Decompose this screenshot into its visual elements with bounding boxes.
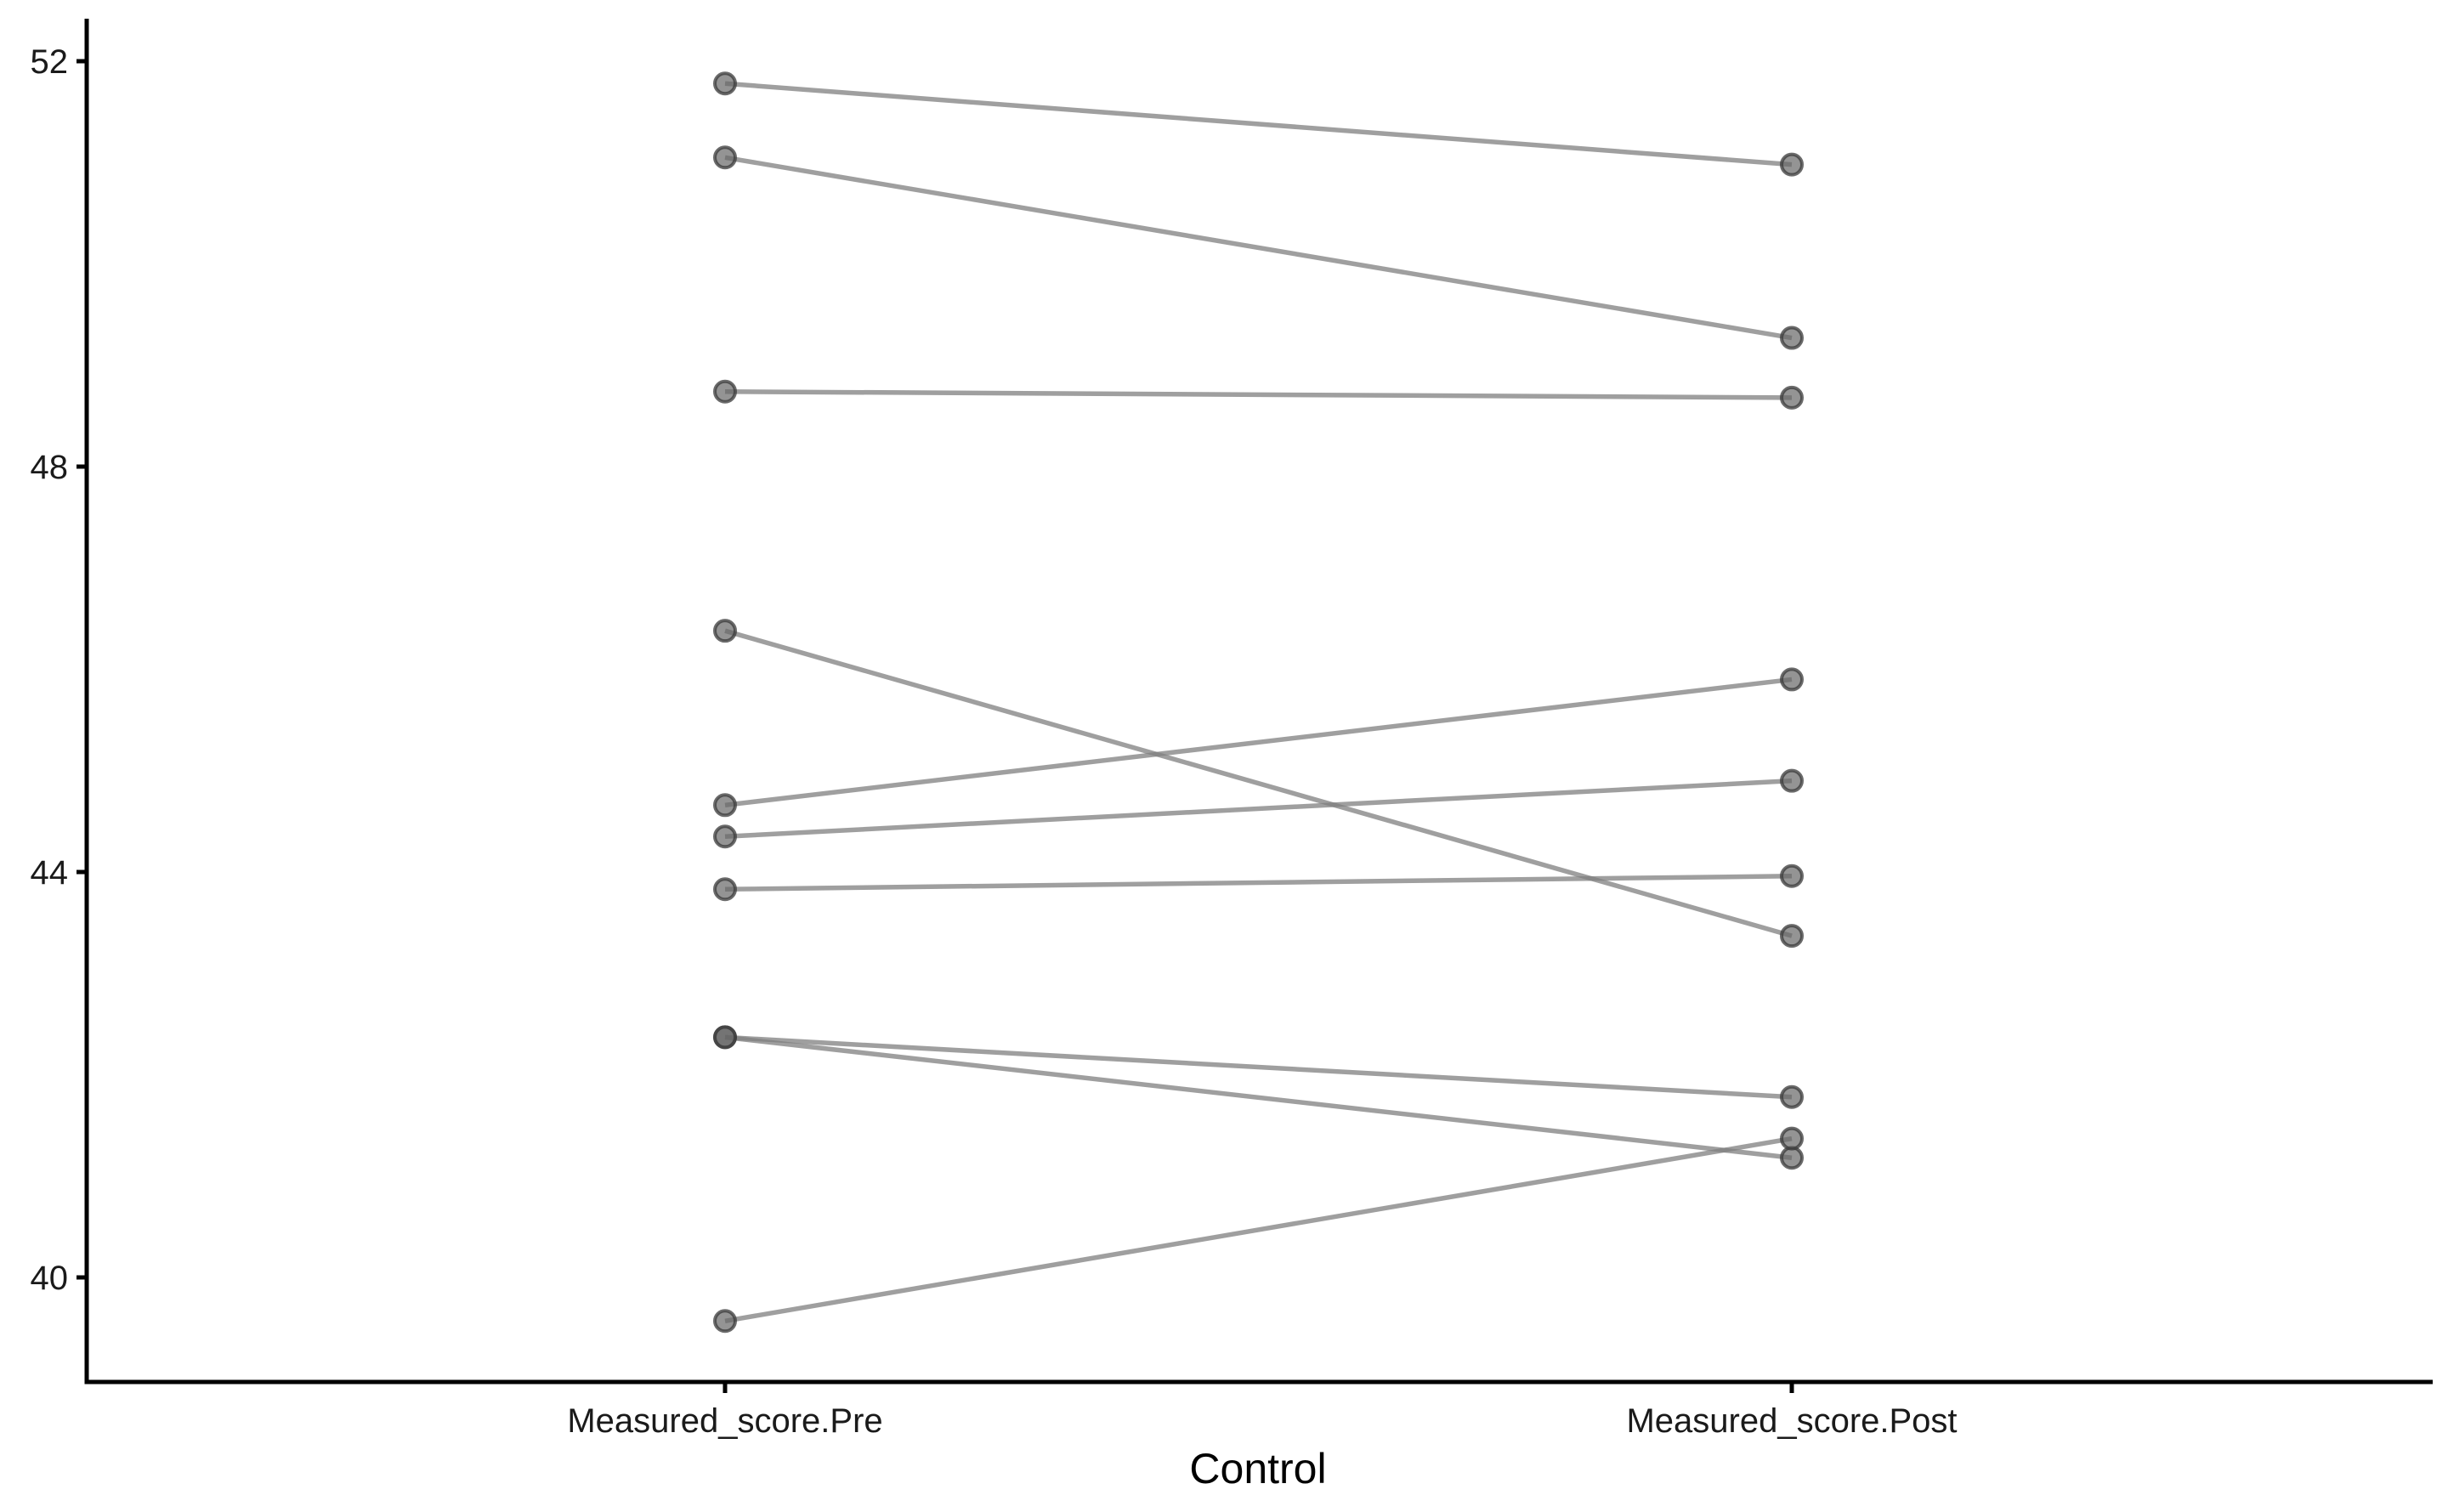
subject-line-10: [724, 1135, 1793, 1323]
data-point-6-pre: [713, 824, 737, 849]
axes: [84, 19, 2433, 1385]
data-points: [713, 71, 1804, 1334]
subject-line-7: [724, 874, 1793, 892]
data-point-1-pre: [713, 71, 737, 96]
subject-line-2: [724, 155, 1793, 341]
subject-line-1: [724, 81, 1793, 167]
data-point-7-post: [1780, 864, 1804, 888]
x-axis-title: Control: [1189, 1445, 1326, 1492]
pair-lines: [724, 81, 1793, 1323]
y-tick-label: 44: [31, 854, 69, 892]
data-point-2-pre: [713, 145, 737, 170]
subject-line-3: [724, 389, 1793, 400]
y-tick-label: 52: [31, 43, 69, 81]
x-tick-label: Measured_score.Post: [1626, 1402, 1957, 1440]
subject-line-5: [724, 677, 1793, 808]
subject-line-6: [724, 778, 1793, 840]
x-axis-ticks: Measured_score.Pre Measured_score.Post: [567, 1382, 1958, 1440]
subject-line-4: [724, 628, 1793, 938]
data-point-4-pre: [713, 619, 737, 643]
data-point-1-post: [1780, 152, 1804, 177]
y-tick-label: 48: [31, 449, 69, 486]
x-tick-label: Measured_score.Pre: [567, 1402, 882, 1440]
data-point-5-post: [1780, 667, 1804, 692]
data-point-9-post: [1780, 1146, 1804, 1170]
data-point-8-post: [1780, 1084, 1804, 1109]
data-point-10-pre: [713, 1309, 737, 1334]
data-point-2-post: [1780, 326, 1804, 350]
data-point-5-pre: [713, 793, 737, 818]
subject-line-8: [724, 1034, 1793, 1100]
data-point-3-post: [1780, 385, 1804, 410]
subject-line-9: [724, 1034, 1793, 1161]
data-point-9-pre: [713, 1025, 737, 1050]
data-point-6-post: [1780, 768, 1804, 793]
y-tick-label: 40: [31, 1260, 69, 1297]
data-point-4-post: [1780, 924, 1804, 949]
data-point-3-pre: [713, 379, 737, 404]
y-axis-ticks: 40 44 48 52: [31, 43, 87, 1297]
data-point-7-pre: [713, 877, 737, 902]
data-point-10-post: [1780, 1126, 1804, 1151]
